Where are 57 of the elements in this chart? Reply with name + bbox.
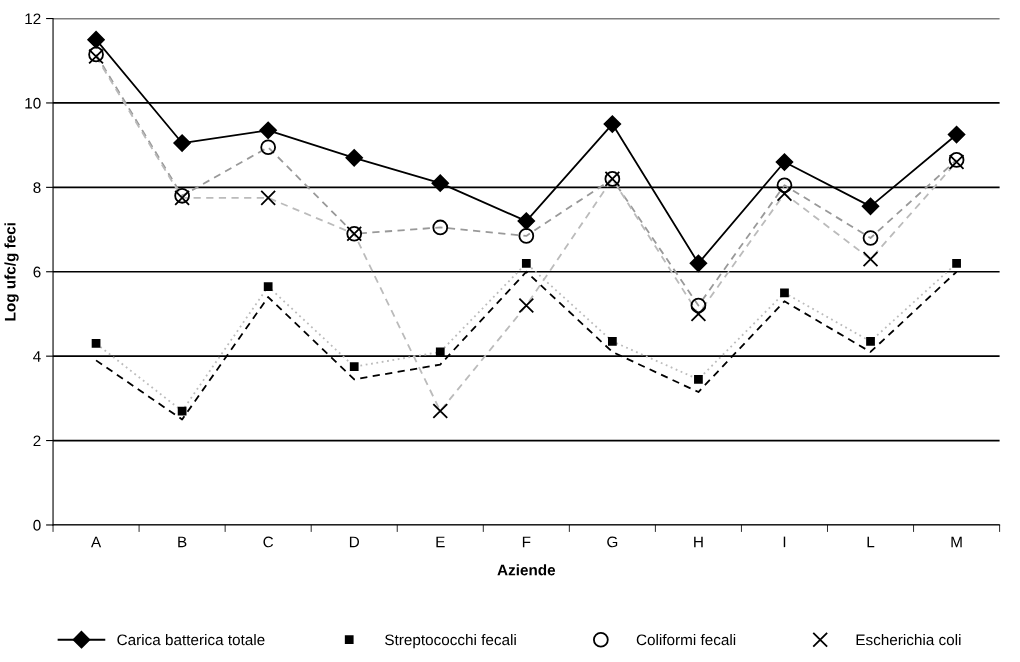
point — [607, 337, 617, 346]
point — [173, 134, 191, 152]
y-axis-title: Log ufc/g feci — [4, 223, 19, 321]
point — [260, 190, 277, 206]
point — [780, 288, 789, 298]
point — [689, 254, 708, 273]
point — [776, 185, 793, 202]
y-tick-label: 8 — [33, 182, 41, 194]
legend-label: Carica batterica totale — [117, 634, 265, 646]
point — [521, 258, 531, 268]
point — [518, 297, 535, 314]
point — [690, 297, 707, 314]
y-tick-label: 0 — [33, 519, 41, 531]
point — [432, 219, 449, 236]
legend-label: Coliformi fecali — [636, 634, 736, 646]
point — [690, 306, 707, 322]
x-tick-label: B — [178, 536, 187, 548]
y-tick-label: 6 — [33, 266, 41, 278]
y-tick-label: 2 — [33, 435, 41, 447]
point — [866, 337, 875, 346]
point — [603, 115, 622, 133]
point — [91, 339, 101, 348]
point — [776, 177, 793, 194]
x-tick-label: H — [694, 536, 703, 548]
y-tick-label: 10 — [25, 97, 41, 109]
point — [775, 153, 794, 171]
x-tick-label: E — [436, 536, 445, 548]
legend-label: Streptococchi fecali — [385, 634, 516, 649]
y-tick-label: 12 — [25, 13, 41, 25]
point — [694, 374, 703, 384]
x-tick-label: I — [783, 536, 786, 548]
x-tick-label: M — [951, 536, 962, 548]
point — [259, 121, 277, 140]
point — [517, 212, 536, 230]
point — [518, 228, 535, 244]
x-tick-label: F — [522, 536, 531, 548]
point — [432, 403, 449, 419]
point — [947, 125, 966, 144]
point — [431, 174, 450, 192]
x-tick-label: L — [867, 536, 875, 548]
x-tick-label: G — [607, 536, 618, 548]
x-tick-label: A — [91, 536, 102, 548]
point — [952, 258, 961, 268]
legend-label: Escherichia coli — [856, 634, 961, 646]
point — [862, 251, 879, 267]
x-tick-label: C — [263, 536, 274, 548]
point — [861, 197, 880, 216]
point — [862, 230, 879, 246]
point — [349, 362, 359, 372]
point — [435, 347, 445, 357]
y-tick-label: 4 — [33, 351, 41, 362]
point — [87, 30, 105, 49]
point — [345, 149, 363, 167]
x-tick-label: D — [349, 536, 359, 548]
x-axis-title: Aziende — [497, 564, 556, 576]
point — [260, 139, 277, 156]
point — [263, 282, 273, 291]
